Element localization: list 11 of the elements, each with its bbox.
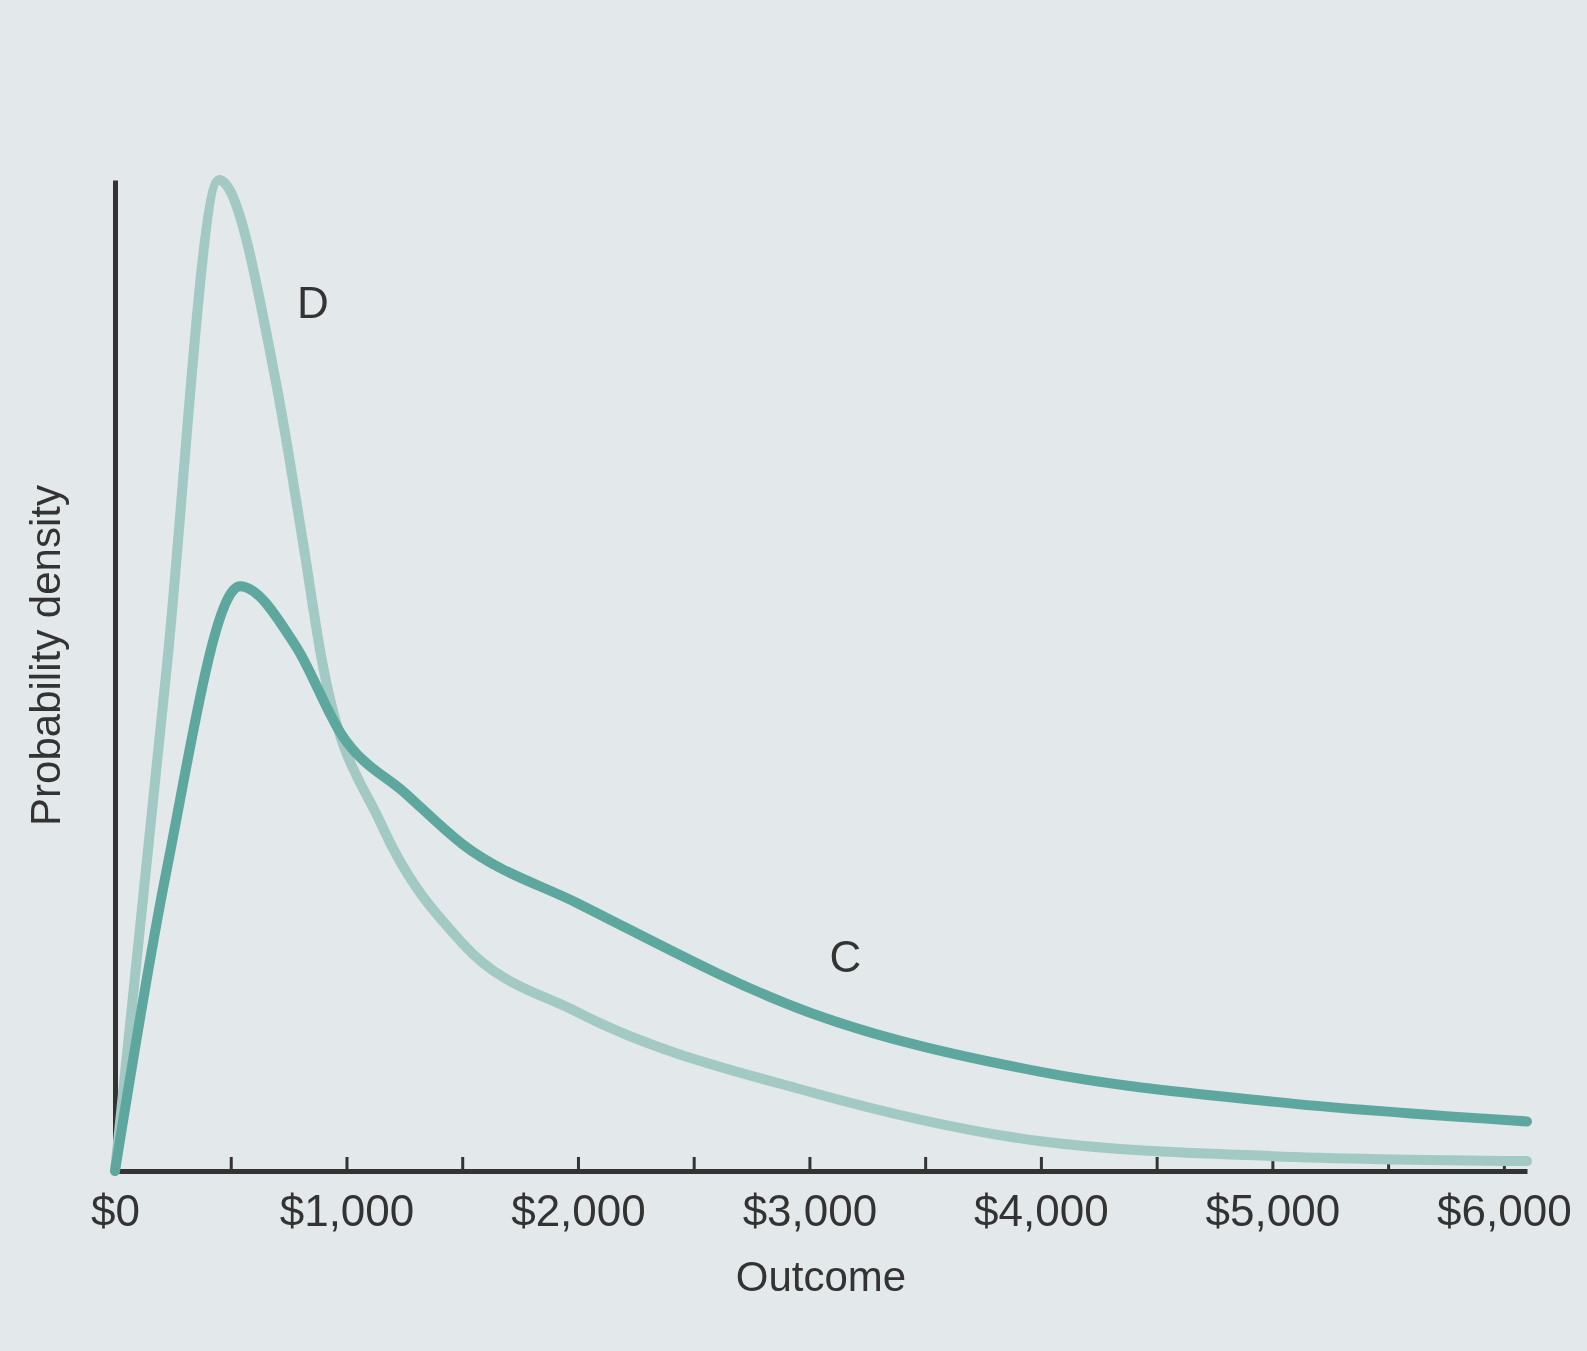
x-tick-label: $4,000 bbox=[974, 1186, 1109, 1236]
x-tick-label: $1,000 bbox=[279, 1186, 415, 1236]
x-tick-label: $3,000 bbox=[742, 1186, 878, 1236]
x-tick-label: $6,000 bbox=[1437, 1186, 1572, 1236]
x-tick-label: $0 bbox=[91, 1186, 140, 1236]
x-axis-title: Outcome bbox=[735, 1253, 907, 1300]
series-label: C bbox=[829, 932, 862, 982]
x-tick-label: $5,000 bbox=[1205, 1186, 1341, 1236]
y-axis-title: Probability density bbox=[22, 485, 69, 826]
x-tick-label: $2,000 bbox=[511, 1186, 646, 1236]
series-label: D bbox=[297, 278, 329, 328]
